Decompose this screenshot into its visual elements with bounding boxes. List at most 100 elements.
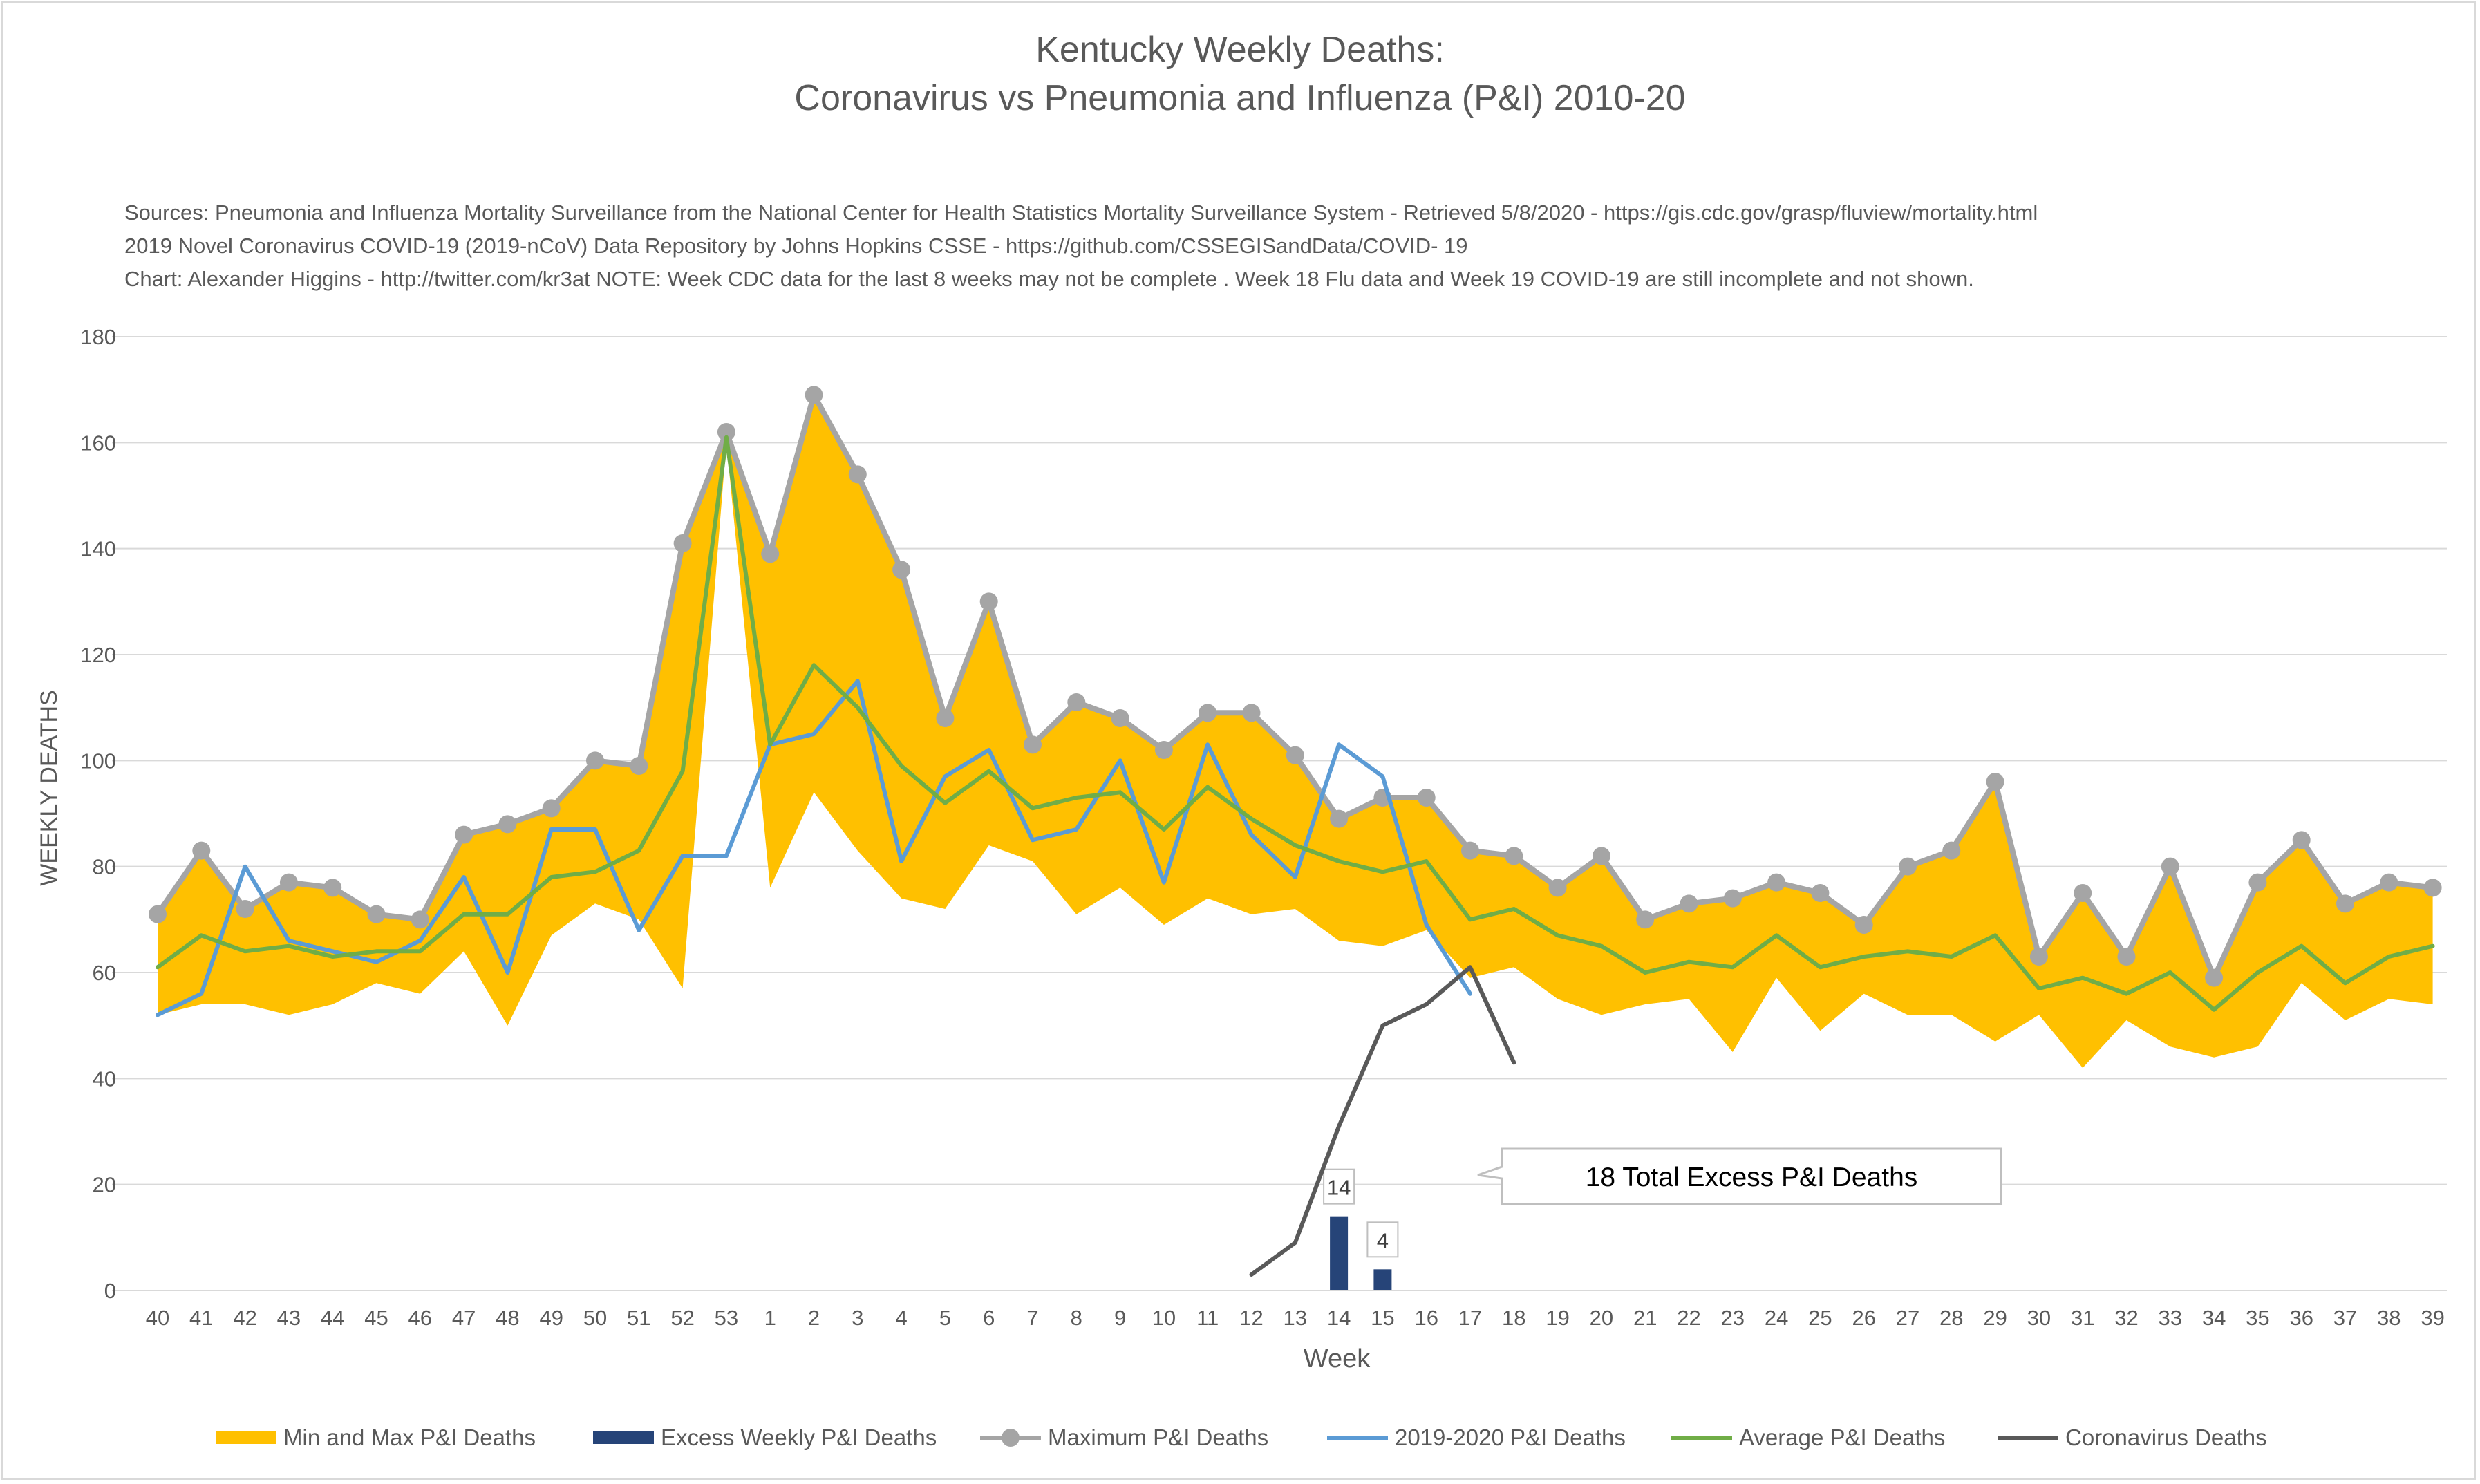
x-tick-label: 4 xyxy=(895,1306,907,1330)
excess-bar xyxy=(1330,1216,1349,1290)
x-tick-label: 6 xyxy=(983,1306,995,1330)
maximum-point xyxy=(2029,948,2048,966)
x-tick-label: 46 xyxy=(408,1306,432,1330)
maximum-point xyxy=(1723,889,1742,908)
y-tick-label: 40 xyxy=(93,1067,116,1091)
maximum-point xyxy=(1024,735,1042,754)
maximum-point xyxy=(1199,704,1217,722)
y-tick-label: 80 xyxy=(93,855,116,879)
y-tick-label: 100 xyxy=(80,749,116,773)
min-max-band xyxy=(158,395,2433,1068)
maximum-point xyxy=(2423,879,2442,897)
legend-label: Maximum P&I Deaths xyxy=(1048,1425,1269,1450)
x-tick-label: 40 xyxy=(146,1306,169,1330)
x-tick-label: 38 xyxy=(2377,1306,2401,1330)
x-tick-label: 14 xyxy=(1327,1306,1351,1330)
excess-bar xyxy=(1373,1269,1392,1290)
bar-data-label: 4 xyxy=(1377,1228,1389,1252)
maximum-point xyxy=(192,841,211,860)
x-tick-label: 25 xyxy=(1808,1306,1832,1330)
maximum-point xyxy=(1636,910,1655,929)
season-2019-2020-line xyxy=(156,679,1472,1017)
legend-item-excess: Excess Weekly P&I Deaths xyxy=(593,1420,937,1455)
y-tick-label: 60 xyxy=(93,961,116,985)
legend-item-average: Average P&I Deaths xyxy=(1671,1420,1945,1455)
maximum-point xyxy=(367,905,386,923)
x-tick-label: 13 xyxy=(1284,1306,1307,1330)
x-tick-label: 31 xyxy=(2071,1306,2094,1330)
x-tick-label: 20 xyxy=(1590,1306,1613,1330)
x-tick-label: 11 xyxy=(1196,1306,1219,1330)
legend-item-min-max: Min and Max P&I Deaths xyxy=(216,1420,536,1455)
x-tick-label: 51 xyxy=(627,1306,650,1330)
y-tick-label: 180 xyxy=(80,325,116,349)
excess-bars: 14 4 xyxy=(1323,1168,1399,1290)
x-tick-label: 44 xyxy=(321,1306,344,1330)
maximum-point xyxy=(1330,809,1349,828)
series-lines xyxy=(149,386,2442,1277)
maximum-point xyxy=(761,545,780,563)
legend-label: Min and Max P&I Deaths xyxy=(283,1425,536,1450)
maximum-point xyxy=(586,751,604,770)
x-tick-label: 21 xyxy=(1633,1306,1657,1330)
maximum-point xyxy=(2161,857,2179,876)
maximum-point xyxy=(1417,789,1436,807)
legend-item-coronavirus: Coronavirus Deaths xyxy=(1998,1420,2267,1455)
legend-label: Coronavirus Deaths xyxy=(2065,1425,2267,1450)
x-tick-label: 47 xyxy=(452,1306,476,1330)
x-tick-labels: 40 41 42 43 44 45 46 47 48 49 50 51 52 53 1 2 3 4 5 6 7 8 9 10 1… xyxy=(146,1306,2445,1330)
maximum-point xyxy=(2074,884,2092,902)
x-tick-label: 53 xyxy=(715,1306,738,1330)
legend-item-maximum: Maximum P&I Deaths xyxy=(980,1420,1268,1455)
x-tick-label: 26 xyxy=(1852,1306,1875,1330)
x-tick-label: 39 xyxy=(2421,1306,2444,1330)
maximum-point xyxy=(630,757,648,775)
x-tick-label: 12 xyxy=(1239,1306,1263,1330)
x-tick-label: 34 xyxy=(2202,1306,2226,1330)
maximum-point xyxy=(323,879,342,897)
maximum-point xyxy=(1286,746,1304,764)
x-tick-label: 15 xyxy=(1371,1306,1394,1330)
maximum-point xyxy=(1592,847,1610,865)
maximum-point xyxy=(1111,709,1129,727)
maximum-point xyxy=(1680,894,1698,913)
legend-swatch-line xyxy=(1998,1436,2058,1440)
chart-title-line1: Kentucky Weekly Deaths: xyxy=(1035,30,1445,70)
maximum-point xyxy=(1811,884,1830,902)
legend: Min and Max P&I Deaths Excess Weekly P&I… xyxy=(0,1420,2480,1455)
x-tick-label: 32 xyxy=(2114,1306,2138,1330)
y-tick-label: 0 xyxy=(104,1279,116,1303)
maximum-point xyxy=(498,815,517,834)
x-tick-label: 30 xyxy=(2027,1306,2051,1330)
maximum-point xyxy=(2205,968,2224,987)
x-tick-label: 2 xyxy=(808,1306,820,1330)
maximum-point xyxy=(1548,879,1567,897)
x-tick-label: 23 xyxy=(1721,1306,1745,1330)
legend-item-2019-2020: 2019-2020 P&I Deaths xyxy=(1327,1420,1626,1455)
maximum-point xyxy=(236,900,254,918)
x-tick-label: 33 xyxy=(2159,1306,2182,1330)
y-tick-label: 20 xyxy=(93,1173,116,1197)
x-tick-label: 7 xyxy=(1026,1306,1038,1330)
x-tick-label: 29 xyxy=(1983,1306,2007,1330)
maximum-point xyxy=(2248,873,2267,892)
maximum-point xyxy=(1899,857,1917,876)
maximum-point xyxy=(1942,841,1961,860)
chart-title-line2: Coronavirus vs Pneumonia and Influenza (… xyxy=(794,78,1686,118)
maximum-point xyxy=(1505,847,1523,865)
y-tick-label: 120 xyxy=(80,643,116,667)
x-tick-label: 37 xyxy=(2333,1306,2357,1330)
x-tick-label: 48 xyxy=(496,1306,519,1330)
x-tick-label: 17 xyxy=(1458,1306,1482,1330)
maximum-point xyxy=(149,905,167,923)
sources-line-2: 2019 Novel Coronavirus COVID-19 (2019-nC… xyxy=(124,234,1468,258)
x-tick-label: 41 xyxy=(189,1306,213,1330)
x-tick-label: 27 xyxy=(1896,1306,1919,1330)
legend-label: Average P&I Deaths xyxy=(1739,1425,1946,1450)
x-tick-label: 8 xyxy=(1071,1306,1082,1330)
coronavirus-line xyxy=(1249,965,1516,1277)
sources-line-1: Sources: Pneumonia and Influenza Mortali… xyxy=(124,200,2038,225)
maximum-point xyxy=(542,799,561,818)
y-axis-label: WEEKLY DEATHS xyxy=(36,690,62,885)
